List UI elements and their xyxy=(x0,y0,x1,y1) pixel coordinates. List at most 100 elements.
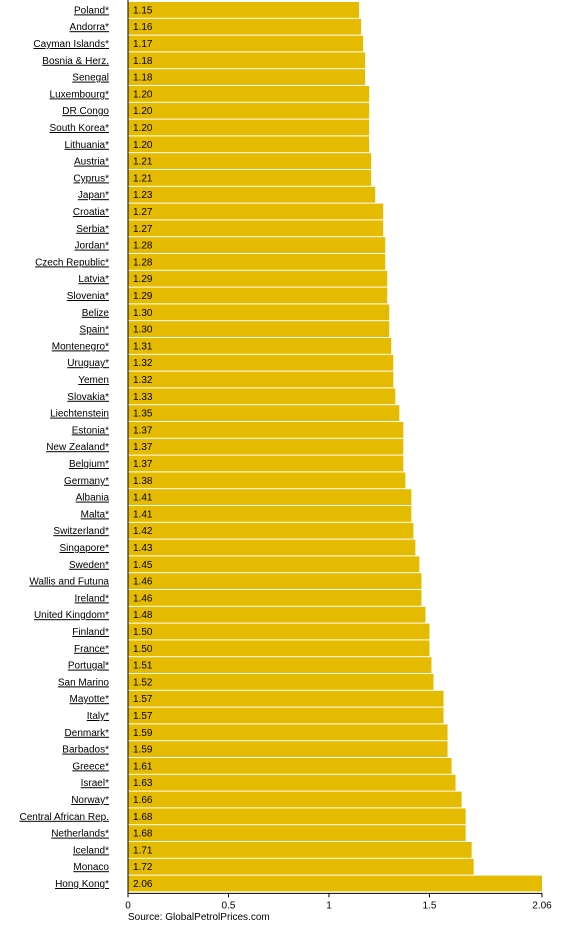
x-tick-label: 1.5 xyxy=(423,900,437,911)
value-label: 1.68 xyxy=(133,812,153,823)
bar xyxy=(128,170,372,186)
category-label[interactable]: Portugal* xyxy=(68,661,109,672)
category-label[interactable]: DR Congo xyxy=(62,106,109,117)
category-label[interactable]: Jordan* xyxy=(75,241,110,252)
category-label[interactable]: Mayotte* xyxy=(70,694,110,705)
bar xyxy=(128,842,472,858)
value-label: 1.48 xyxy=(133,610,153,621)
bar xyxy=(128,69,366,85)
value-label: 1.18 xyxy=(133,56,153,67)
bar xyxy=(128,590,422,606)
category-label[interactable]: Finland* xyxy=(72,627,109,638)
bar xyxy=(128,18,362,35)
value-label: 1.50 xyxy=(133,644,153,655)
category-label[interactable]: South Korea* xyxy=(50,123,110,134)
category-label[interactable]: Bosnia & Herz. xyxy=(42,56,109,67)
value-label: 1.57 xyxy=(133,711,153,722)
category-label[interactable]: Luxembourg* xyxy=(50,89,110,100)
category-label[interactable]: Switzerland* xyxy=(53,526,109,537)
value-label: 1.27 xyxy=(133,224,153,235)
category-label[interactable]: Italy* xyxy=(87,711,109,722)
bar xyxy=(128,220,384,237)
value-label: 1.20 xyxy=(133,123,153,134)
value-label: 1.37 xyxy=(133,442,153,453)
bar xyxy=(128,186,376,203)
bar xyxy=(128,489,412,505)
category-label[interactable]: Monaco xyxy=(73,862,109,873)
category-label[interactable]: Croatia* xyxy=(73,207,109,218)
bar xyxy=(128,640,430,657)
value-label: 1.52 xyxy=(133,677,153,688)
category-label[interactable]: Central African Rep. xyxy=(20,812,110,823)
category-label[interactable]: Cayman Islands* xyxy=(33,39,109,50)
bar xyxy=(128,808,466,825)
category-label[interactable]: Hong Kong* xyxy=(55,879,109,890)
bar xyxy=(128,573,422,589)
category-label[interactable]: Japan* xyxy=(78,190,109,201)
category-label[interactable]: Slovenia* xyxy=(67,291,109,302)
category-label[interactable]: Andorra* xyxy=(70,22,110,33)
category-label[interactable]: Serbia* xyxy=(76,224,109,235)
category-label[interactable]: Sweden* xyxy=(69,560,109,571)
category-label[interactable]: Latvia* xyxy=(78,274,109,285)
category-label[interactable]: Denmark* xyxy=(65,728,110,739)
bar xyxy=(128,556,420,573)
bar xyxy=(128,623,430,640)
category-label[interactable]: United Kingdom* xyxy=(34,610,109,621)
value-label: 1.37 xyxy=(133,459,153,470)
category-label[interactable]: Israel* xyxy=(81,778,109,789)
category-labels-layer: Poland* Andorra* Cayman Islands* Bosnia & H… xyxy=(20,5,110,890)
value-label: 1.28 xyxy=(133,241,153,252)
category-label[interactable]: Barbados* xyxy=(62,745,109,756)
value-label: 1.38 xyxy=(133,476,153,487)
bar xyxy=(128,858,474,875)
category-label[interactable]: Albania xyxy=(76,493,110,504)
category-label[interactable]: Austria* xyxy=(74,157,109,168)
category-label[interactable]: Germany* xyxy=(64,476,109,487)
value-label: 1.41 xyxy=(133,493,153,504)
category-label[interactable]: Lithuania* xyxy=(65,140,110,151)
value-label: 1.20 xyxy=(133,89,153,100)
value-label: 1.61 xyxy=(133,761,153,772)
category-label[interactable]: Belize xyxy=(82,308,110,319)
value-label: 1.29 xyxy=(133,291,153,302)
bar xyxy=(128,422,404,438)
category-label[interactable]: San Marino xyxy=(58,677,110,688)
bar xyxy=(128,237,386,253)
category-label[interactable]: Netherlands* xyxy=(51,829,109,840)
category-label[interactable]: New Zealand* xyxy=(46,442,109,453)
category-label[interactable]: France* xyxy=(74,644,109,655)
category-label[interactable]: Senegal xyxy=(72,73,109,84)
bar xyxy=(128,35,364,52)
category-label[interactable]: Ireland* xyxy=(75,593,110,604)
bar xyxy=(128,321,390,337)
category-label[interactable]: Montenegro* xyxy=(52,341,109,352)
bar xyxy=(128,405,400,421)
category-label[interactable]: Greece* xyxy=(72,761,109,772)
bar xyxy=(128,270,388,287)
category-label[interactable]: Cyprus* xyxy=(73,173,109,184)
value-label: 1.31 xyxy=(133,341,153,352)
bar xyxy=(128,438,404,455)
category-label[interactable]: Uruguay* xyxy=(67,358,109,369)
category-label[interactable]: Spain* xyxy=(80,325,110,336)
category-label[interactable]: Estonia* xyxy=(72,425,109,436)
category-label[interactable]: Yemen xyxy=(78,375,109,386)
value-label: 1.42 xyxy=(133,526,153,537)
category-label[interactable]: Poland* xyxy=(74,5,109,16)
category-label[interactable]: Wallis and Futuna xyxy=(29,577,109,588)
value-label: 1.59 xyxy=(133,745,153,756)
category-label[interactable]: Iceland* xyxy=(73,845,109,856)
bar xyxy=(128,2,360,18)
value-label: 1.30 xyxy=(133,308,153,319)
bar xyxy=(128,472,406,489)
category-label[interactable]: Singapore* xyxy=(60,543,110,554)
category-label[interactable]: Belgium* xyxy=(69,459,109,470)
bars-layer xyxy=(128,2,542,892)
category-label[interactable]: Czech Republic* xyxy=(35,257,109,268)
category-label[interactable]: Norway* xyxy=(71,795,109,806)
category-label[interactable]: Malta* xyxy=(81,509,109,520)
category-label[interactable]: Slovakia* xyxy=(67,392,109,403)
x-tick-label: 0 xyxy=(125,900,131,911)
category-label[interactable]: Liechtenstein xyxy=(50,409,109,420)
